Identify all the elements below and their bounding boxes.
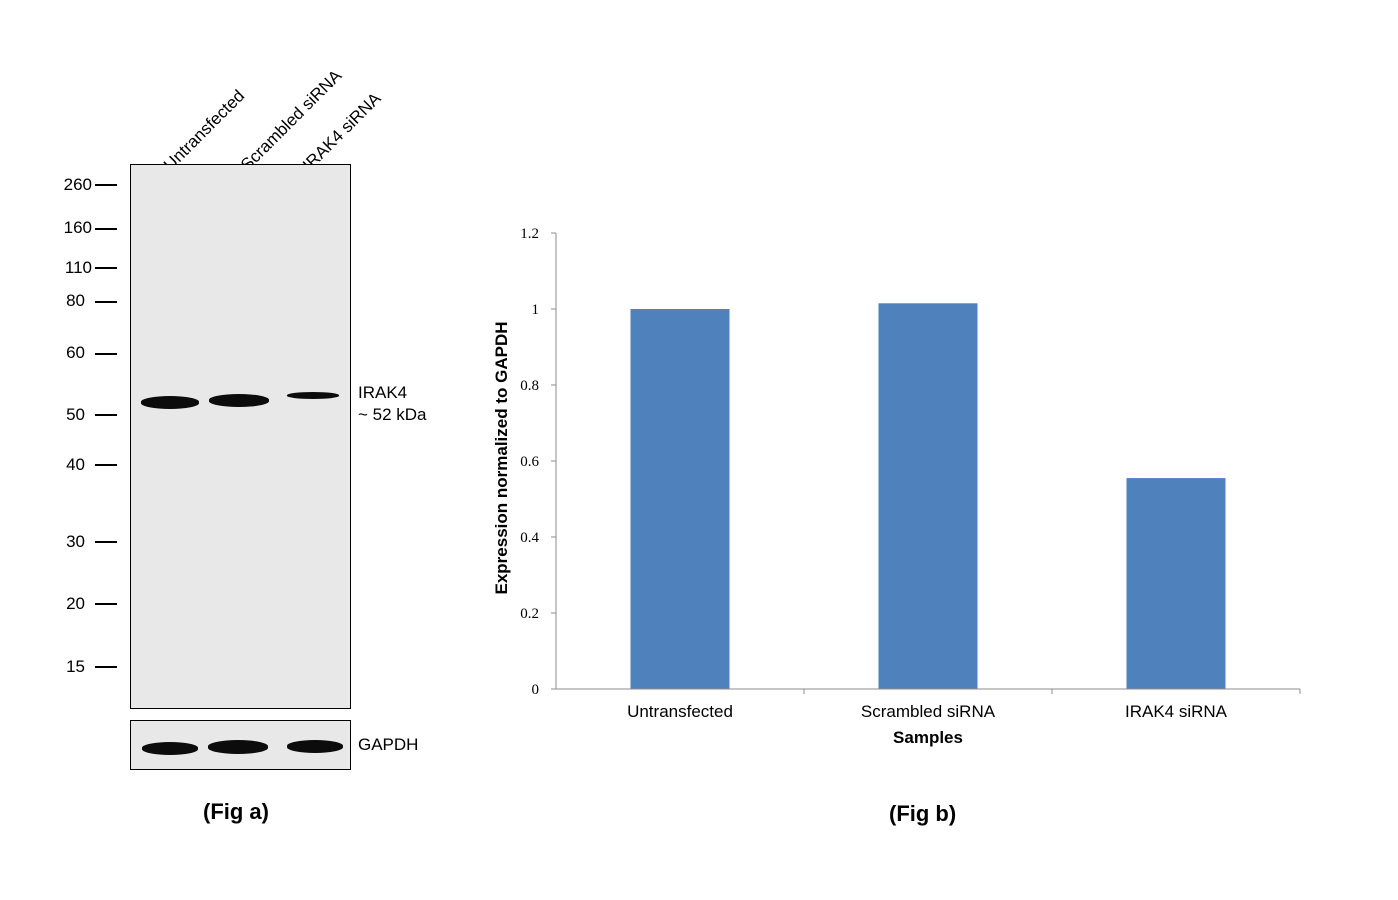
x-tick-label: Untransfected [627,702,733,721]
band-label-gapdh: GAPDH [358,735,419,754]
mw-tick [95,603,117,605]
irak4-band-scrambled-sirna [209,394,269,407]
mw-tick [95,464,117,466]
y-tick-label: 1 [532,302,540,318]
mw-label: 30 [66,532,85,551]
y-tick-label: 0.2 [520,606,539,622]
bar [878,303,978,689]
irak4-band-untransfected [141,396,199,409]
mw-label: 260 [63,175,92,194]
mw-label: 110 [64,258,92,277]
gapdh-band-irak4-sirna [287,740,343,753]
y-tick-label: 1.2 [520,226,539,242]
band-label-size: ~ 52 kDa [358,405,427,424]
y-tick-label: 0.6 [520,454,539,470]
mw-tick [95,414,117,416]
x-axis-label: Samples [893,728,963,747]
mw-label: 15 [66,657,85,676]
mw-tick [95,353,117,355]
y-tick-label: 0.8 [520,378,539,394]
y-tick-label: 0 [532,682,540,698]
y-axis-ticks: 0 0.2 0.4 0.6 0.8 1 1.2 [520,226,556,698]
gapdh-blot-panel [130,720,351,770]
mw-tick [95,267,117,269]
x-tick-label: Scrambled siRNA [861,702,996,721]
band-label-name: IRAK4 [358,383,408,402]
bar [1126,478,1226,689]
bars [630,303,1226,689]
y-axis-label: Expression normalized to GAPDH [492,321,511,595]
mw-label: 80 [66,291,85,310]
main-blot-panel [130,164,351,709]
x-axis-ticks: Untransfected Scrambled siRNA IRAK4 siRNA [627,689,1301,721]
gapdh-band-untransfected [142,742,198,755]
mw-tick [95,184,117,186]
mw-label: 20 [66,594,85,613]
mw-tick [95,666,117,668]
mw-label: 60 [66,343,85,362]
x-tick-label: IRAK4 siRNA [1125,702,1228,721]
irak4-band-irak4-sirna [287,392,339,399]
mw-tick [95,301,117,303]
y-tick-label: 0.4 [520,530,539,546]
fig-b-caption: (Fig b) [889,801,957,826]
mw-label: 40 [66,455,85,474]
bar [630,309,730,689]
mw-label: 160 [63,218,92,237]
mw-tick [95,541,117,543]
band-label-irak4: IRAK4 ~ 52 kDa [358,382,427,426]
fig-a-caption: (Fig a) [203,799,269,824]
mw-tick [95,228,117,230]
gapdh-band-scrambled-sirna [208,740,268,754]
mw-label: 50 [66,405,85,424]
